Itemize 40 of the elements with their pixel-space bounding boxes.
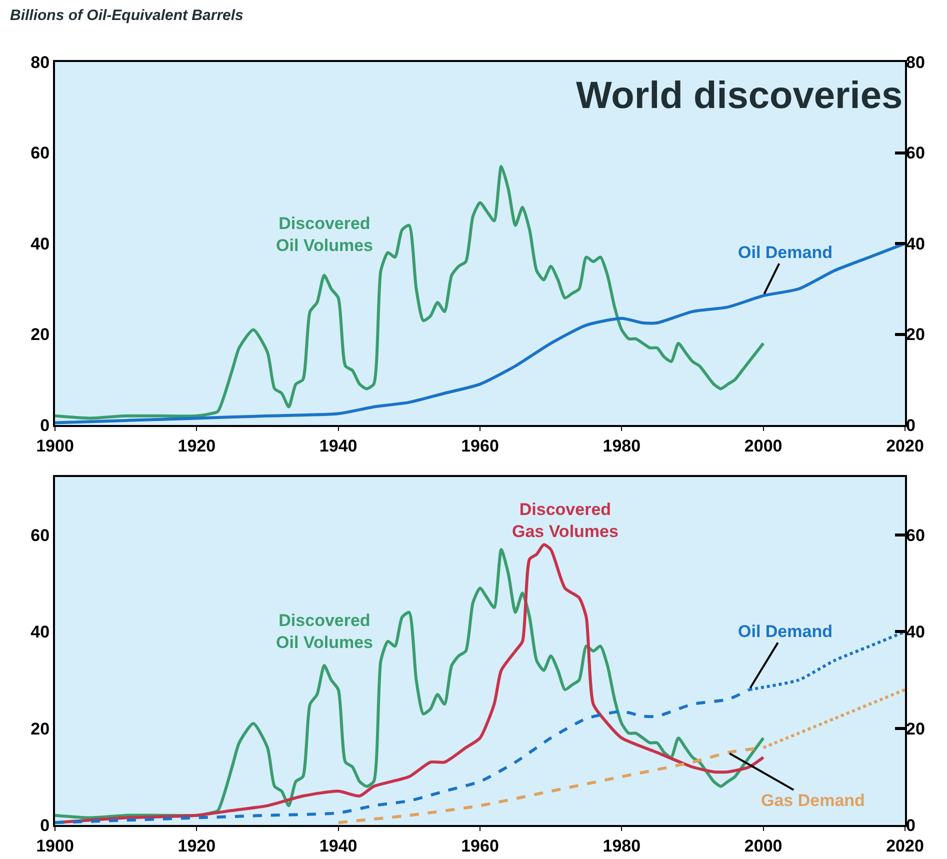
- x-tick-label: 1900: [36, 836, 74, 856]
- x-tick-label: 1960: [461, 436, 499, 456]
- y2-tick-label: 40: [30, 622, 50, 642]
- series-label: Discovered Gas Volumes: [512, 500, 618, 542]
- y-tick-label: 40: [906, 622, 925, 642]
- x-tick-label: 1980: [602, 836, 641, 856]
- y2-tick-label: 20: [30, 325, 50, 344]
- y-tick-label: 60: [906, 144, 925, 163]
- text: Gas Demand: [761, 791, 865, 810]
- y2-tick-label: 20: [30, 719, 50, 738]
- x-tick-label: 1980: [602, 436, 641, 456]
- y2-tick-label: 40: [30, 234, 50, 254]
- y-tick-label: 20: [906, 325, 925, 344]
- y-tick-label: 80: [906, 52, 925, 72]
- y-tick-label: 40: [906, 234, 925, 254]
- series-label: Discovered Oil Volumes: [276, 611, 373, 652]
- series-label: Oil Demand: [738, 243, 832, 262]
- y-tick-label: 0: [906, 816, 916, 835]
- x-tick-label: 2020: [886, 436, 924, 456]
- chart-title: World discoveries: [576, 75, 903, 117]
- x-tick-label: 1940: [319, 836, 358, 856]
- x-tick-label: 1940: [319, 436, 358, 456]
- y2-tick-label: 60: [30, 526, 50, 545]
- series-label: Discovered Oil Volumes: [276, 214, 373, 256]
- x-tick-label: 2020: [886, 836, 924, 856]
- x-tick-label: 2000: [744, 436, 782, 456]
- chart-subtitle: Billions of Oil-Equivalent Barrels: [10, 7, 244, 24]
- y2-tick-label: 60: [30, 144, 50, 163]
- y2-tick-label: 0: [40, 816, 50, 835]
- x-tick-label: 1900: [36, 436, 74, 456]
- y2-tick-label: 0: [40, 416, 50, 435]
- y-tick-label: 0: [906, 416, 916, 435]
- y-tick-label: 20: [906, 719, 925, 738]
- x-tick-label: 2000: [744, 836, 782, 856]
- y-tick-label: 60: [906, 526, 925, 545]
- x-tick-label: 1920: [178, 436, 216, 456]
- text: Oil Demand: [738, 622, 832, 641]
- x-tick-label: 1960: [461, 836, 499, 856]
- y2-tick-label: 80: [30, 52, 50, 72]
- x-tick-label: 1920: [178, 836, 216, 856]
